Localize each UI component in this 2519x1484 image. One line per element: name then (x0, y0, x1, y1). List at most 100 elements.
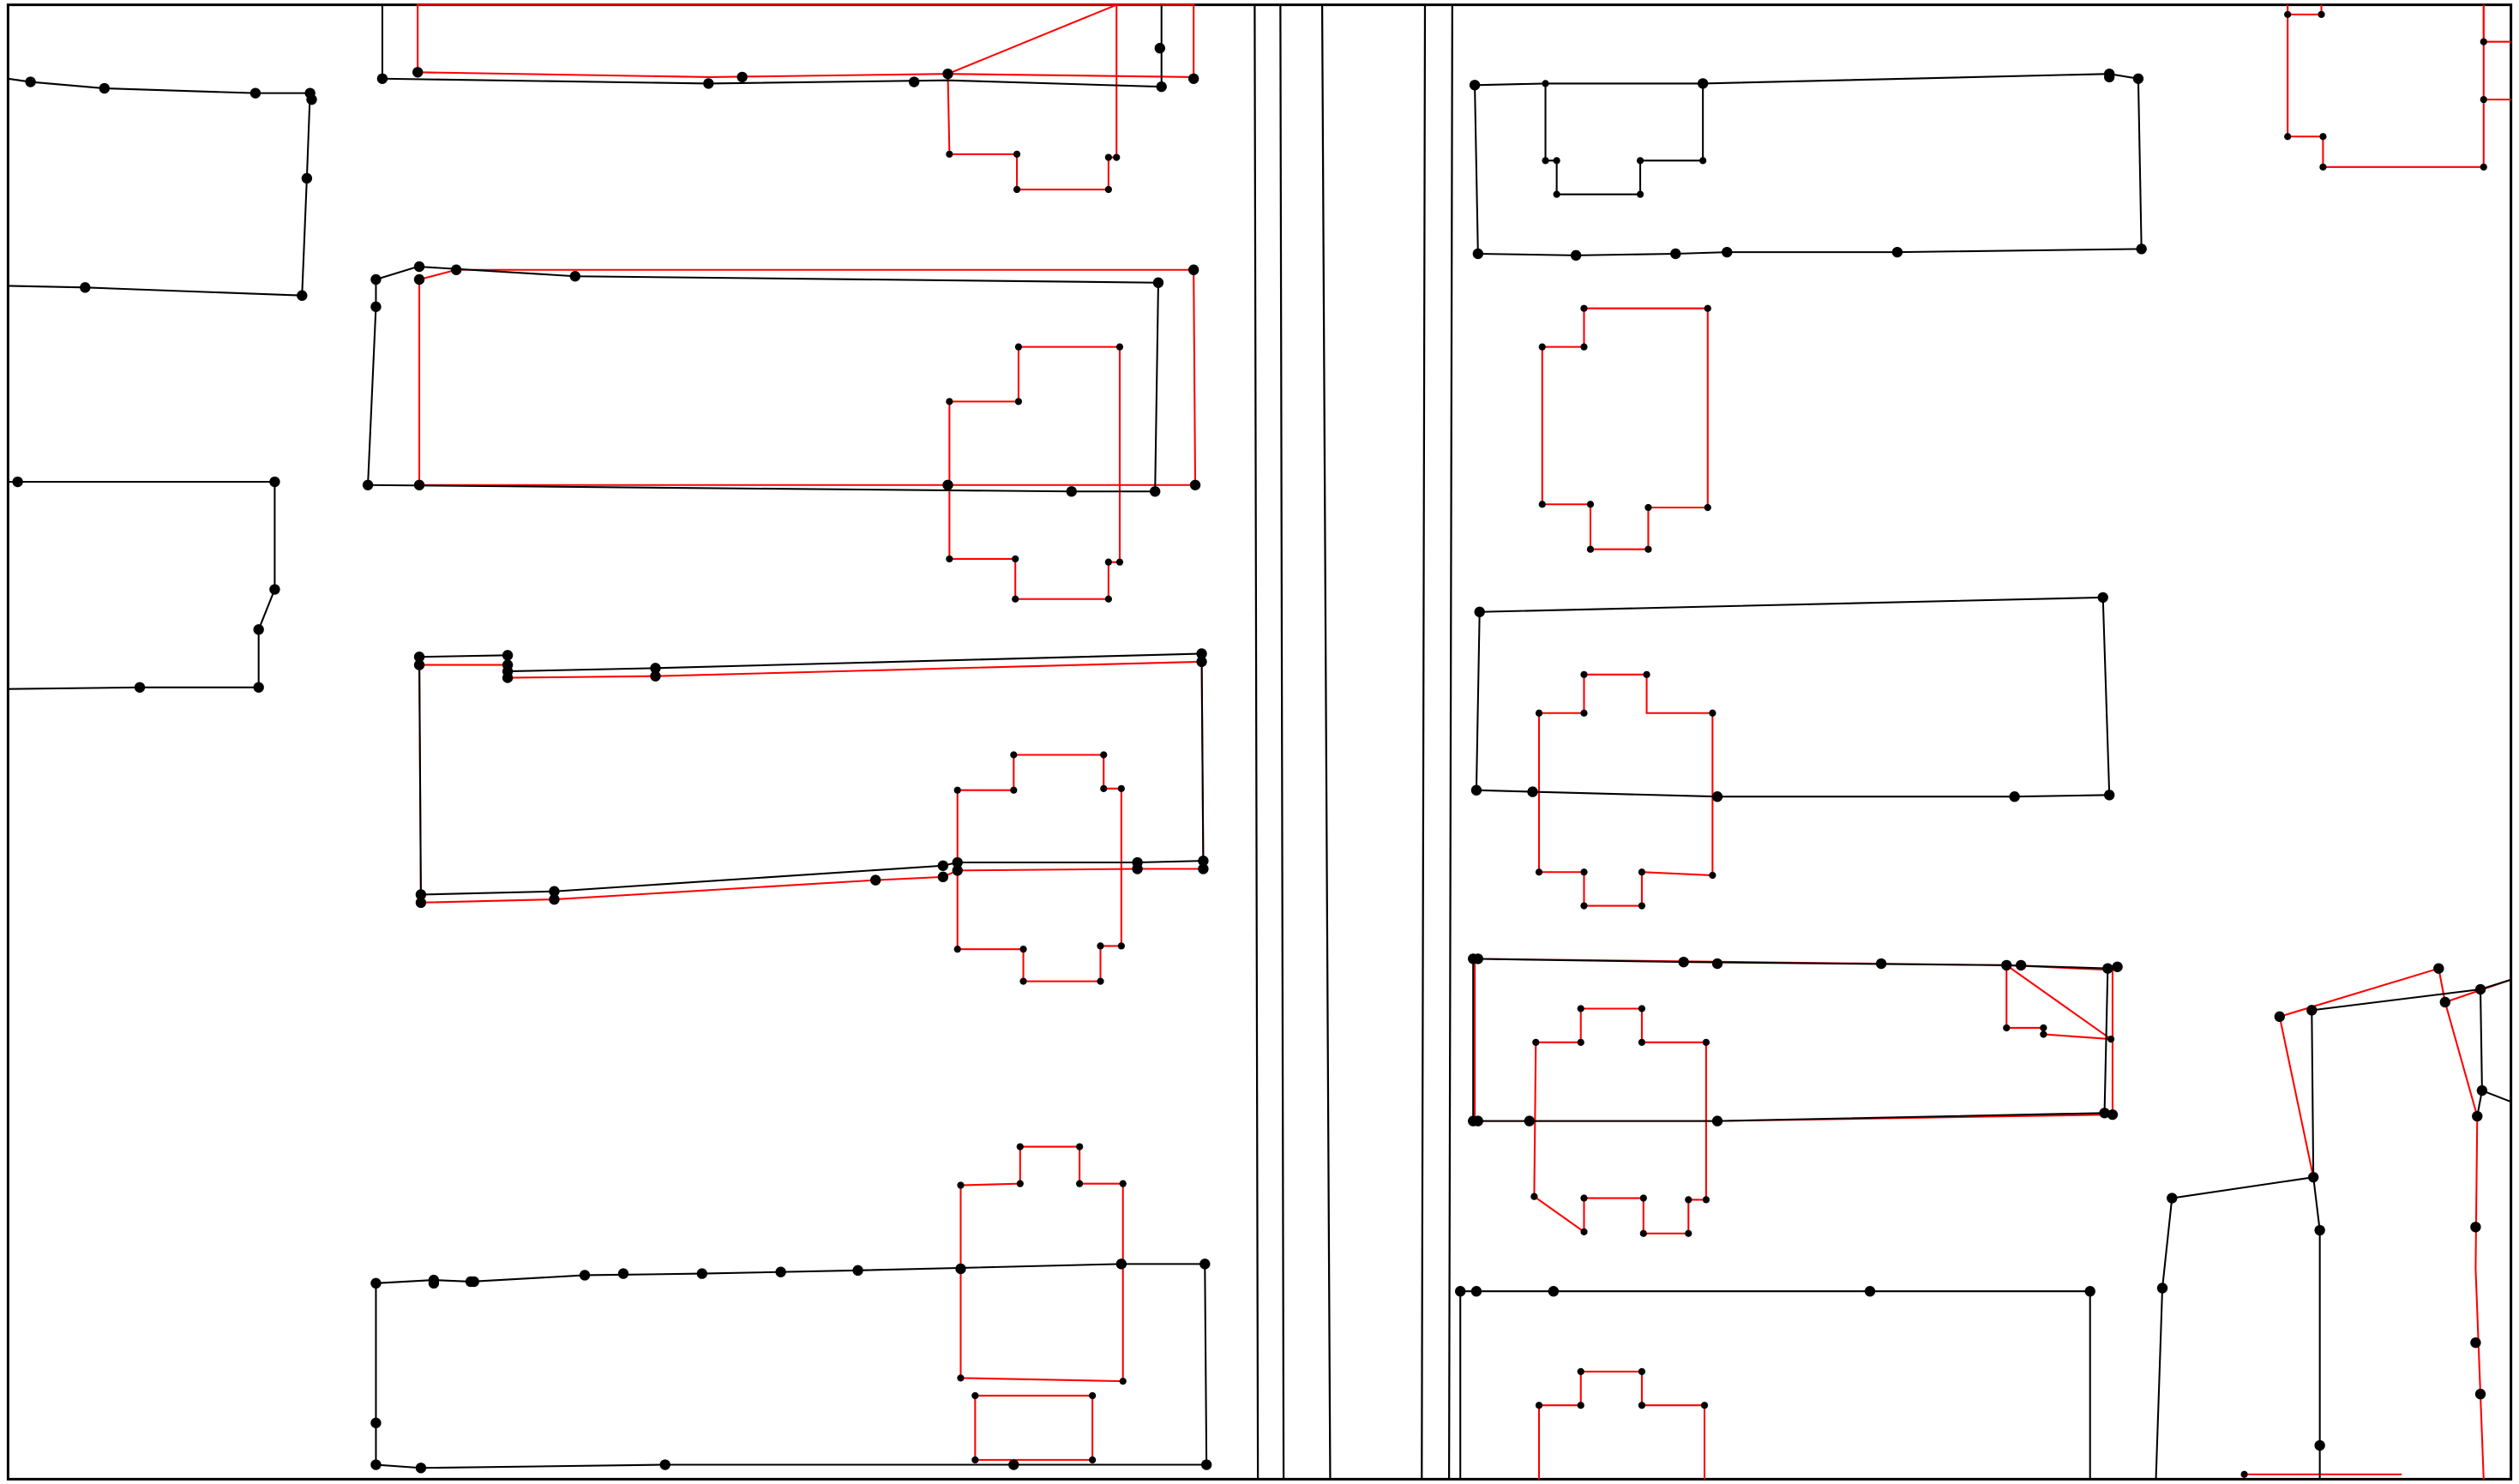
vertex-point (1535, 709, 1543, 717)
vertex-point (1187, 73, 1199, 84)
vertex-point (12, 476, 23, 488)
vertex-point (1196, 648, 1207, 659)
vertex-point (1154, 43, 1166, 54)
black-parcel-outline (1474, 73, 2143, 256)
vertex-point (2084, 1286, 2095, 1297)
red-parcel-outline (1537, 1370, 1706, 1480)
vertex-point (450, 264, 462, 275)
vertex-point (569, 271, 580, 282)
vertex-point (1638, 1005, 1646, 1012)
vertex-point (362, 479, 374, 490)
vertex-point (1100, 784, 1108, 792)
vertex-point (1577, 1005, 1584, 1012)
vertex-point (301, 172, 313, 184)
vertex-point (579, 1270, 591, 1281)
vertex-point (1535, 1402, 1543, 1409)
vertex-point (942, 479, 953, 490)
black-parcel-outline (367, 265, 1160, 493)
vertex-point (617, 1268, 629, 1279)
vertex-point (1010, 786, 1018, 794)
vertex-point (952, 856, 963, 868)
vertex-point (1670, 248, 1681, 260)
vertex-point (1580, 902, 1588, 910)
vertex-point (249, 87, 262, 99)
map-frame (6, 3, 2513, 1481)
vertex-point (953, 946, 961, 953)
vertex-point (376, 73, 388, 84)
red-parcel-outline (974, 1394, 1094, 1461)
vertex-point (2040, 1024, 2047, 1032)
vertex-point (1115, 343, 1124, 351)
vertex-point (953, 786, 961, 794)
black-parcel-outline (1544, 83, 1704, 195)
vertex-point (1697, 78, 1709, 89)
vertex-point (1542, 157, 1549, 165)
vertex-point (2480, 38, 2487, 45)
vertex-point (1119, 1377, 1127, 1385)
road-line (1279, 4, 1285, 1480)
vertex-point (1019, 946, 1027, 953)
black-parcel-outline (2155, 1176, 2321, 1480)
vertex-point (1644, 503, 1652, 512)
vertex-point (2472, 1110, 2483, 1122)
vertex-point (1013, 185, 1021, 194)
vertex-point (468, 1276, 479, 1288)
vertex-point (1636, 190, 1644, 198)
vertex-point (1472, 953, 1484, 964)
vertex-point (1016, 1143, 1024, 1151)
vertex-point (955, 1263, 966, 1275)
vertex-point (1638, 1038, 1646, 1046)
vertex-point (946, 555, 953, 563)
vertex-point (1711, 958, 1723, 970)
vertex-point (1638, 868, 1646, 876)
vertex-point (2314, 1439, 2325, 1451)
vertex-point (1200, 1459, 1212, 1470)
vertex-point (696, 1268, 708, 1279)
vertex-point (1524, 1115, 1535, 1127)
vertex-point (80, 282, 91, 293)
vertex-point (1535, 868, 1543, 876)
vertex-point (1704, 304, 1711, 312)
vertex-point (549, 893, 560, 905)
vertex-point (1187, 264, 1199, 275)
vertex-point (1199, 1259, 1211, 1270)
vertex-point (1570, 249, 1582, 261)
vertex-point (2318, 10, 2325, 18)
vertex-point (1115, 558, 1124, 566)
vertex-point (549, 886, 560, 897)
vertex-point (1012, 595, 1019, 603)
vertex-point (1076, 1180, 1084, 1187)
road-line (1320, 4, 1332, 1480)
vertex-point (297, 290, 308, 301)
road-lines (1253, 4, 1453, 1480)
vertex-point (1100, 751, 1108, 759)
vertex-point (2009, 791, 2020, 802)
vertex-point (2476, 1084, 2488, 1096)
vertex-point (2480, 163, 2487, 171)
black-parcel-outline (8, 77, 311, 297)
vertex-point (1012, 555, 1019, 563)
vertex-point (2474, 1388, 2486, 1400)
road-line (1447, 4, 1453, 1480)
black-parcel-outline (1459, 1290, 2091, 1480)
vertex-point (1891, 246, 1903, 258)
vertex-point (1016, 1180, 1024, 1187)
vertex-point (703, 78, 714, 89)
vertex-point (1470, 1286, 1482, 1297)
red-parcel-outline (2288, 4, 2323, 15)
vertex-layer (12, 10, 2488, 1478)
vertex-point (1132, 863, 1143, 874)
vertex-point (1113, 153, 1121, 161)
red-parcel-outline (417, 3, 1195, 78)
vertex-point (1553, 157, 1560, 165)
vertex-point (2015, 959, 2027, 971)
vertex-point (1709, 871, 1716, 880)
vertex-point (1066, 486, 1077, 497)
vertex-point (370, 1277, 382, 1289)
vertex-point (2433, 963, 2444, 974)
vertex-point (2284, 133, 2292, 141)
vertex-point (2107, 1108, 2119, 1121)
red-parcel-outline (2482, 4, 2511, 43)
